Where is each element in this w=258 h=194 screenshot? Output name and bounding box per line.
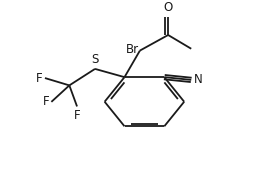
Text: F: F [36, 72, 43, 85]
Text: O: O [164, 2, 173, 15]
Text: N: N [194, 73, 203, 86]
Text: F: F [74, 109, 80, 122]
Text: S: S [91, 53, 99, 66]
Text: Br: Br [125, 43, 139, 56]
Text: F: F [43, 95, 49, 108]
